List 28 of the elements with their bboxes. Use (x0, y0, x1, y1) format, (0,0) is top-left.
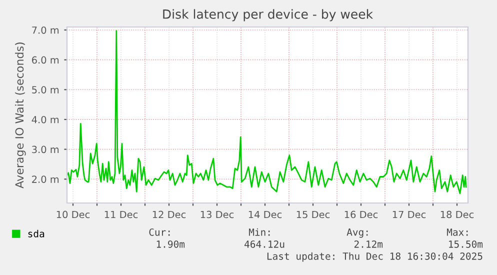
x-tick-label: 16 Dec (344, 210, 378, 218)
legend-label: sda (28, 230, 44, 238)
x-tick-label: 18 Dec (440, 210, 474, 218)
text: Avg: (346, 228, 368, 238)
y-axis-title: Average IO Wait (seconds) (15, 42, 26, 188)
x-tick-label: 11 Dec (104, 210, 138, 218)
y-tick-label: 7.0 m (32, 26, 59, 34)
line-series (67, 30, 467, 194)
x-tick-label: 14 Dec (248, 210, 282, 218)
text: 464.12u (244, 240, 284, 248)
text: Cur: (149, 228, 170, 236)
x-tick-label: 10 Dec (56, 210, 90, 218)
y-tick-label: 6.0 m (32, 56, 59, 64)
x-tick-label: 13 Dec (200, 210, 234, 218)
x-tick-label: 15 Dec (296, 210, 330, 218)
chart-title: Disk latency per device - by week (163, 9, 374, 22)
text: 2.12m (354, 240, 383, 248)
x-tick-label: 12 Dec (152, 210, 186, 218)
y-tick-label: 3.0 m (32, 146, 59, 154)
text: 15.50m (449, 240, 483, 248)
text: Min: (248, 228, 270, 236)
y-tick-label: 4.0 m (32, 116, 59, 124)
x-tick-label: 17 Dec (392, 210, 426, 218)
y-tick-label: 5.0 m (32, 86, 59, 94)
text: 1.90m (156, 240, 185, 248)
text: Max: (446, 228, 468, 236)
y-tick-label: 2.0 m (32, 176, 59, 183)
text: Last update: Thu Dec 18 16:30:04 2025 (267, 252, 482, 262)
